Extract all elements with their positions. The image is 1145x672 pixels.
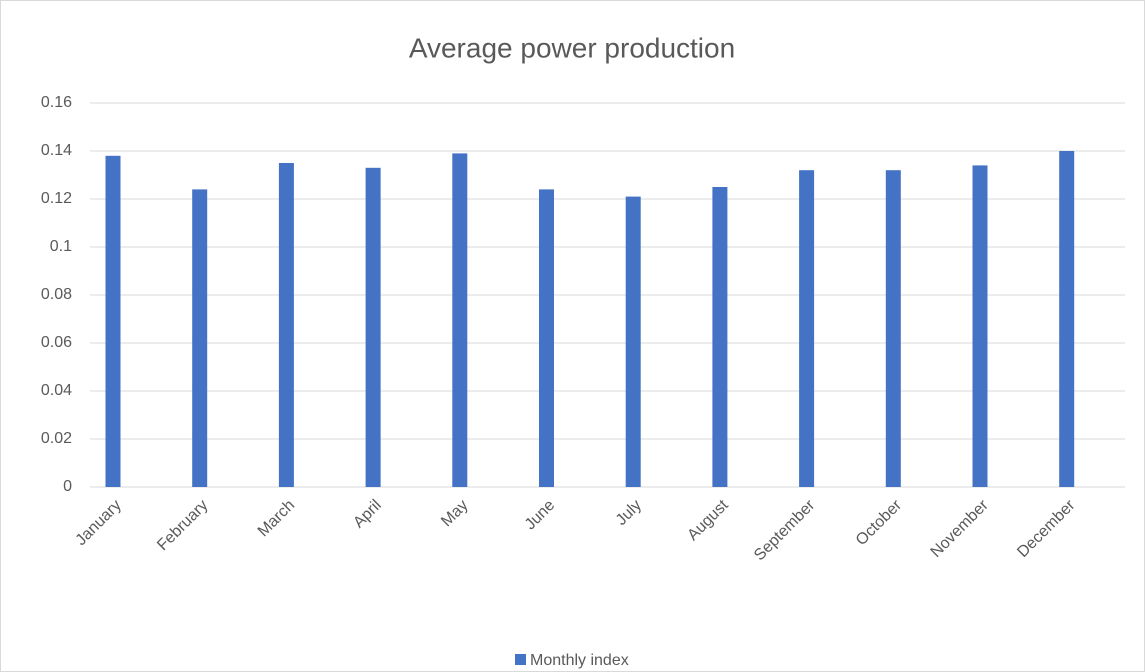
bar <box>192 189 208 487</box>
bar <box>452 153 468 487</box>
bar <box>105 155 121 488</box>
bar <box>712 187 728 487</box>
legend-swatch <box>515 654 526 665</box>
bar <box>539 189 554 487</box>
bar <box>625 196 641 487</box>
y-tick-label: 0.04 <box>41 382 72 399</box>
bar <box>365 167 381 488</box>
y-tick-label: 0.1 <box>50 238 72 255</box>
bar <box>799 170 815 487</box>
y-tick-label: 0.12 <box>41 190 72 207</box>
bar <box>972 165 988 487</box>
y-tick-label: 0 <box>63 478 72 495</box>
bar <box>278 163 294 487</box>
bar <box>1059 151 1075 487</box>
y-tick-label: 0.06 <box>41 334 72 351</box>
bar <box>885 170 901 487</box>
y-tick-label: 0.08 <box>41 286 72 303</box>
y-tick-label: 0.16 <box>41 94 72 111</box>
y-tick-label: 0.14 <box>41 142 72 159</box>
legend-label: Monthly index <box>530 652 629 669</box>
chart-title: Average power production <box>409 32 735 63</box>
y-tick-label: 0.02 <box>41 430 72 447</box>
